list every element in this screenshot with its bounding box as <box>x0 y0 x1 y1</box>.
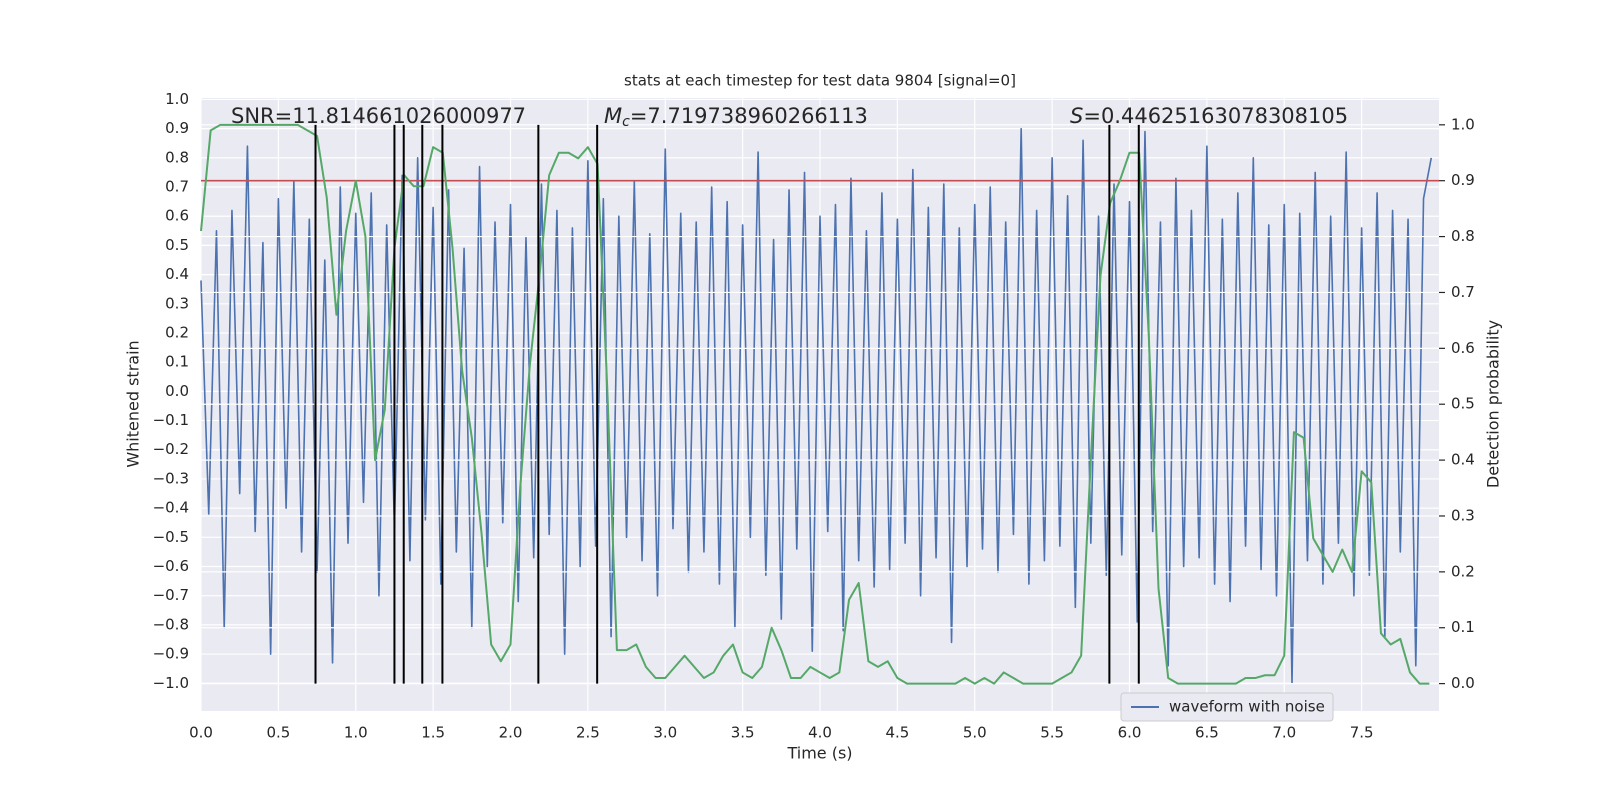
x-tick-label: 6.0 <box>1118 724 1142 742</box>
x-tick-label: 1.5 <box>421 724 445 742</box>
y-tick-label: 0.6 <box>165 207 189 225</box>
x-tick-label: 3.5 <box>731 724 755 742</box>
annotation-symbol: M <box>604 104 622 128</box>
y-tick-label: −0.4 <box>153 499 189 517</box>
y-tick-label: −0.7 <box>153 586 189 604</box>
y2-tick-label: 0.6 <box>1451 339 1475 357</box>
annotation-subscript: c <box>622 114 630 130</box>
x-tick-label: 5.0 <box>963 724 987 742</box>
x-tick-label: 4.5 <box>885 724 909 742</box>
y2-tick-label: 0.9 <box>1451 171 1475 189</box>
y2-tick-label: 0.3 <box>1451 506 1475 524</box>
data-line <box>200 123 1430 685</box>
x-tick-label: 7.0 <box>1272 724 1296 742</box>
y2-tick-label: 0.4 <box>1451 451 1475 469</box>
y2-tick-label: 0.5 <box>1451 395 1475 413</box>
annotation-symbol: S <box>1070 104 1083 128</box>
y-tick-label: 0.8 <box>165 148 189 166</box>
y-axis-label: Whitened strain <box>124 340 143 467</box>
x-tick-label: 4.0 <box>808 724 832 742</box>
chart-title: stats at each timestep for test data 980… <box>624 72 1016 90</box>
y-tick-label: −0.9 <box>153 645 189 663</box>
x-tick-label: 1.0 <box>344 724 368 742</box>
y-tick-label: 0.4 <box>165 265 189 283</box>
annotation: S=0.44625163078308105 <box>1070 104 1348 128</box>
y-tick-label: 0.7 <box>165 178 189 196</box>
y-tick-label: 0.9 <box>165 119 189 137</box>
annotation-text: =7.719738960266113 <box>630 104 868 128</box>
y-tick-label: −0.6 <box>153 557 189 575</box>
x-axis-label: Time (s) <box>786 744 852 763</box>
x-tick-label: 7.5 <box>1350 724 1374 742</box>
y2-axis-label: Detection probability <box>1484 320 1503 488</box>
y-tick-label: 0.2 <box>165 323 189 341</box>
annotation: Mc=7.719738960266113 <box>604 104 868 130</box>
y2-tick-label: 0.7 <box>1451 283 1475 301</box>
y-tick-label: −1.0 <box>153 674 189 692</box>
y-tick-label: 1.0 <box>165 90 189 108</box>
x-tick-label: 6.5 <box>1195 724 1219 742</box>
x-tick-label: 0.0 <box>189 724 213 742</box>
y2-tick-label: 1.0 <box>1451 115 1475 133</box>
y-tick-label: −0.2 <box>153 440 189 458</box>
x-tick-label: 2.0 <box>499 724 523 742</box>
y-tick-label: 0.0 <box>165 382 189 400</box>
x-tick-label: 3.0 <box>653 724 677 742</box>
y-tick-label: −0.1 <box>153 411 189 429</box>
y-tick-label: −0.5 <box>153 528 189 546</box>
annotation-text: =0.44625163078308105 <box>1083 104 1348 128</box>
y-tick-label: 0.5 <box>165 236 189 254</box>
annotation-text: SNR=11.814661026000977 <box>231 104 526 128</box>
data-line <box>200 127 1433 685</box>
legend-label: waveform with noise <box>1169 698 1325 716</box>
y2-tick-label: 0.2 <box>1451 562 1475 580</box>
y2-tick-label: 0.1 <box>1451 618 1475 636</box>
x-tick-label: 5.5 <box>1040 724 1064 742</box>
x-tick-label: 2.5 <box>576 724 600 742</box>
y-tick-label: −0.8 <box>153 615 189 633</box>
y-tick-label: −0.3 <box>153 469 189 487</box>
y-tick-label: 0.3 <box>165 294 189 312</box>
y-tick-label: 0.1 <box>165 353 189 371</box>
y2-tick-label: 0.0 <box>1451 674 1475 692</box>
y2-tick-label: 0.8 <box>1451 227 1475 245</box>
x-tick-label: 0.5 <box>266 724 290 742</box>
annotation: SNR=11.814661026000977 <box>231 104 526 128</box>
legend-box <box>1120 692 1334 722</box>
